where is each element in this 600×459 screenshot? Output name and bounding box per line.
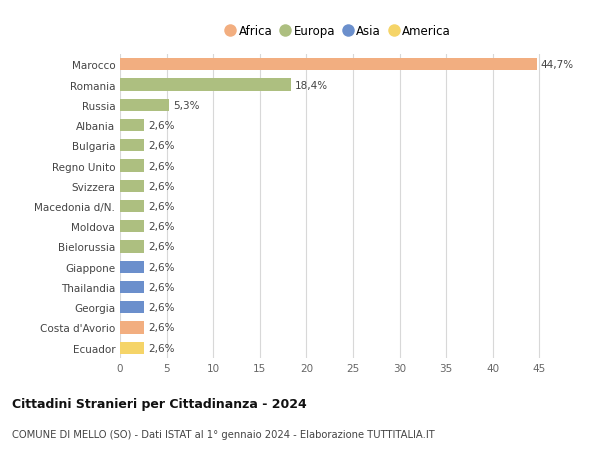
Text: 2,6%: 2,6%: [148, 222, 175, 232]
Bar: [120, 261, 144, 273]
Text: 2,6%: 2,6%: [148, 262, 175, 272]
Bar: [120, 100, 169, 112]
Bar: [120, 221, 144, 233]
Bar: [120, 180, 144, 192]
Text: 2,6%: 2,6%: [148, 302, 175, 313]
Bar: [120, 59, 536, 71]
Bar: [120, 241, 144, 253]
Text: 2,6%: 2,6%: [148, 242, 175, 252]
Text: 2,6%: 2,6%: [148, 202, 175, 212]
Bar: [120, 281, 144, 293]
Text: 44,7%: 44,7%: [540, 60, 574, 70]
Bar: [120, 120, 144, 132]
Bar: [120, 140, 144, 152]
Text: 18,4%: 18,4%: [295, 80, 328, 90]
Text: 5,3%: 5,3%: [173, 101, 200, 111]
Text: 2,6%: 2,6%: [148, 282, 175, 292]
Bar: [120, 160, 144, 172]
Text: 2,6%: 2,6%: [148, 323, 175, 333]
Bar: [120, 302, 144, 313]
Text: 2,6%: 2,6%: [148, 161, 175, 171]
Legend: Africa, Europa, Asia, America: Africa, Europa, Asia, America: [223, 22, 455, 42]
Text: 2,6%: 2,6%: [148, 141, 175, 151]
Text: COMUNE DI MELLO (SO) - Dati ISTAT al 1° gennaio 2024 - Elaborazione TUTTITALIA.I: COMUNE DI MELLO (SO) - Dati ISTAT al 1° …: [12, 429, 435, 439]
Bar: [120, 79, 292, 91]
Text: Cittadini Stranieri per Cittadinanza - 2024: Cittadini Stranieri per Cittadinanza - 2…: [12, 397, 307, 410]
Text: 2,6%: 2,6%: [148, 121, 175, 131]
Bar: [120, 322, 144, 334]
Text: 2,6%: 2,6%: [148, 181, 175, 191]
Bar: [120, 201, 144, 213]
Bar: [120, 342, 144, 354]
Text: 2,6%: 2,6%: [148, 343, 175, 353]
